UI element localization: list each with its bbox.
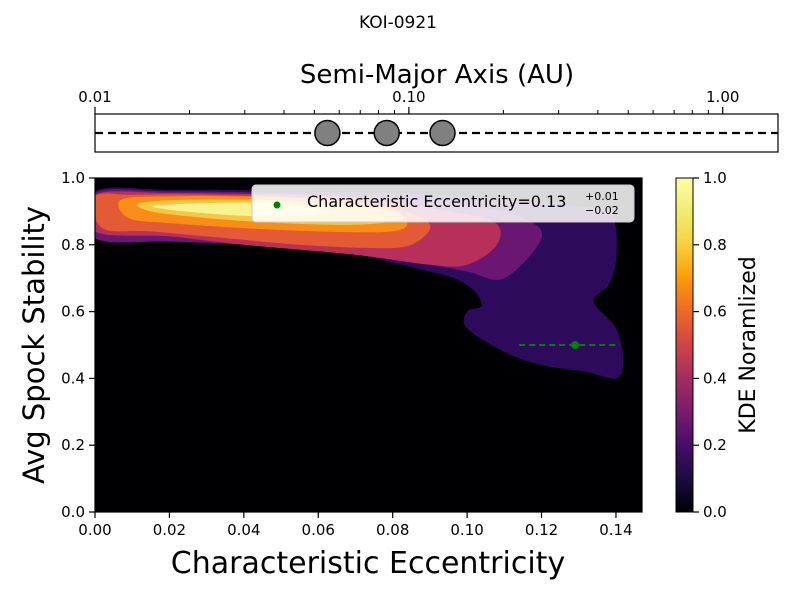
top-planet-markers bbox=[314, 119, 456, 147]
legend-box bbox=[251, 184, 635, 223]
colorbar-tick-label: 0.6 bbox=[703, 303, 727, 321]
y-tick-label: 0.4 bbox=[61, 369, 85, 387]
planet-marker bbox=[429, 119, 456, 147]
colorbar-label: KDE Noramlized bbox=[736, 256, 761, 433]
x-axis-label: Characteristic Eccentricity bbox=[171, 546, 565, 581]
y-axis-label: Avg Spock Stability bbox=[17, 206, 51, 484]
main-y-ticks: 0.0 0.2 0.4 0.6 0.8 1.0 bbox=[61, 169, 95, 521]
top-panel-frame bbox=[94, 113, 779, 153]
top-tick-label: 1.00 bbox=[706, 88, 739, 106]
main-panel-frame bbox=[94, 177, 643, 513]
figure-title: KOI-0921 bbox=[359, 13, 437, 33]
y-tick-label: 0.8 bbox=[61, 236, 85, 254]
colorbar-ticks: 0.0 0.2 0.4 0.6 0.8 1.0 bbox=[693, 169, 727, 521]
legend-label: Characteristic Eccentricity=0.13 bbox=[307, 192, 566, 211]
y-tick-label: 1.0 bbox=[61, 169, 85, 187]
top-tick-label: 0.01 bbox=[78, 88, 111, 106]
top-axis-ticks: 0.01 0.10 1.00 bbox=[78, 88, 739, 114]
colorbar-tick-label: 0.2 bbox=[703, 436, 727, 454]
top-tick-label: 0.10 bbox=[392, 88, 425, 106]
main-x-ticks: 0.00 0.02 0.04 0.06 0.08 0.10 0.12 0.14 bbox=[78, 512, 633, 539]
x-tick-label: 0.10 bbox=[450, 521, 483, 539]
colorbar bbox=[675, 177, 694, 513]
eccentricity-point bbox=[571, 341, 580, 349]
x-tick-label: 0.06 bbox=[302, 521, 335, 539]
colorbar-tick-label: 1.0 bbox=[703, 169, 727, 187]
planet-marker bbox=[373, 119, 400, 147]
legend-label-prefix: Characteristic Eccentricity= bbox=[307, 192, 531, 211]
planet-marker bbox=[314, 119, 341, 147]
colorbar-tick-label: 0.4 bbox=[703, 369, 727, 387]
x-tick-label: 0.00 bbox=[78, 521, 111, 539]
y-tick-label: 0.6 bbox=[61, 303, 85, 321]
legend-value: 0.13 bbox=[531, 192, 567, 211]
legend-err-minus: −0.02 bbox=[585, 204, 619, 217]
y-tick-label: 0.0 bbox=[61, 503, 85, 521]
colorbar-tick-label: 0.8 bbox=[703, 236, 727, 254]
x-tick-label: 0.04 bbox=[227, 521, 260, 539]
y-tick-label: 0.2 bbox=[61, 436, 85, 454]
x-tick-label: 0.12 bbox=[525, 521, 558, 539]
x-tick-label: 0.14 bbox=[599, 521, 632, 539]
x-tick-label: 0.02 bbox=[153, 521, 186, 539]
legend-marker bbox=[273, 201, 281, 209]
x-tick-label: 0.08 bbox=[376, 521, 409, 539]
colorbar-tick-label: 0.0 bbox=[703, 503, 727, 521]
top-axis-label: Semi-Major Axis (AU) bbox=[300, 60, 574, 90]
legend-err-plus: +0.01 bbox=[585, 190, 619, 203]
legend: Characteristic Eccentricity=0.13 +0.01 −… bbox=[251, 184, 635, 223]
